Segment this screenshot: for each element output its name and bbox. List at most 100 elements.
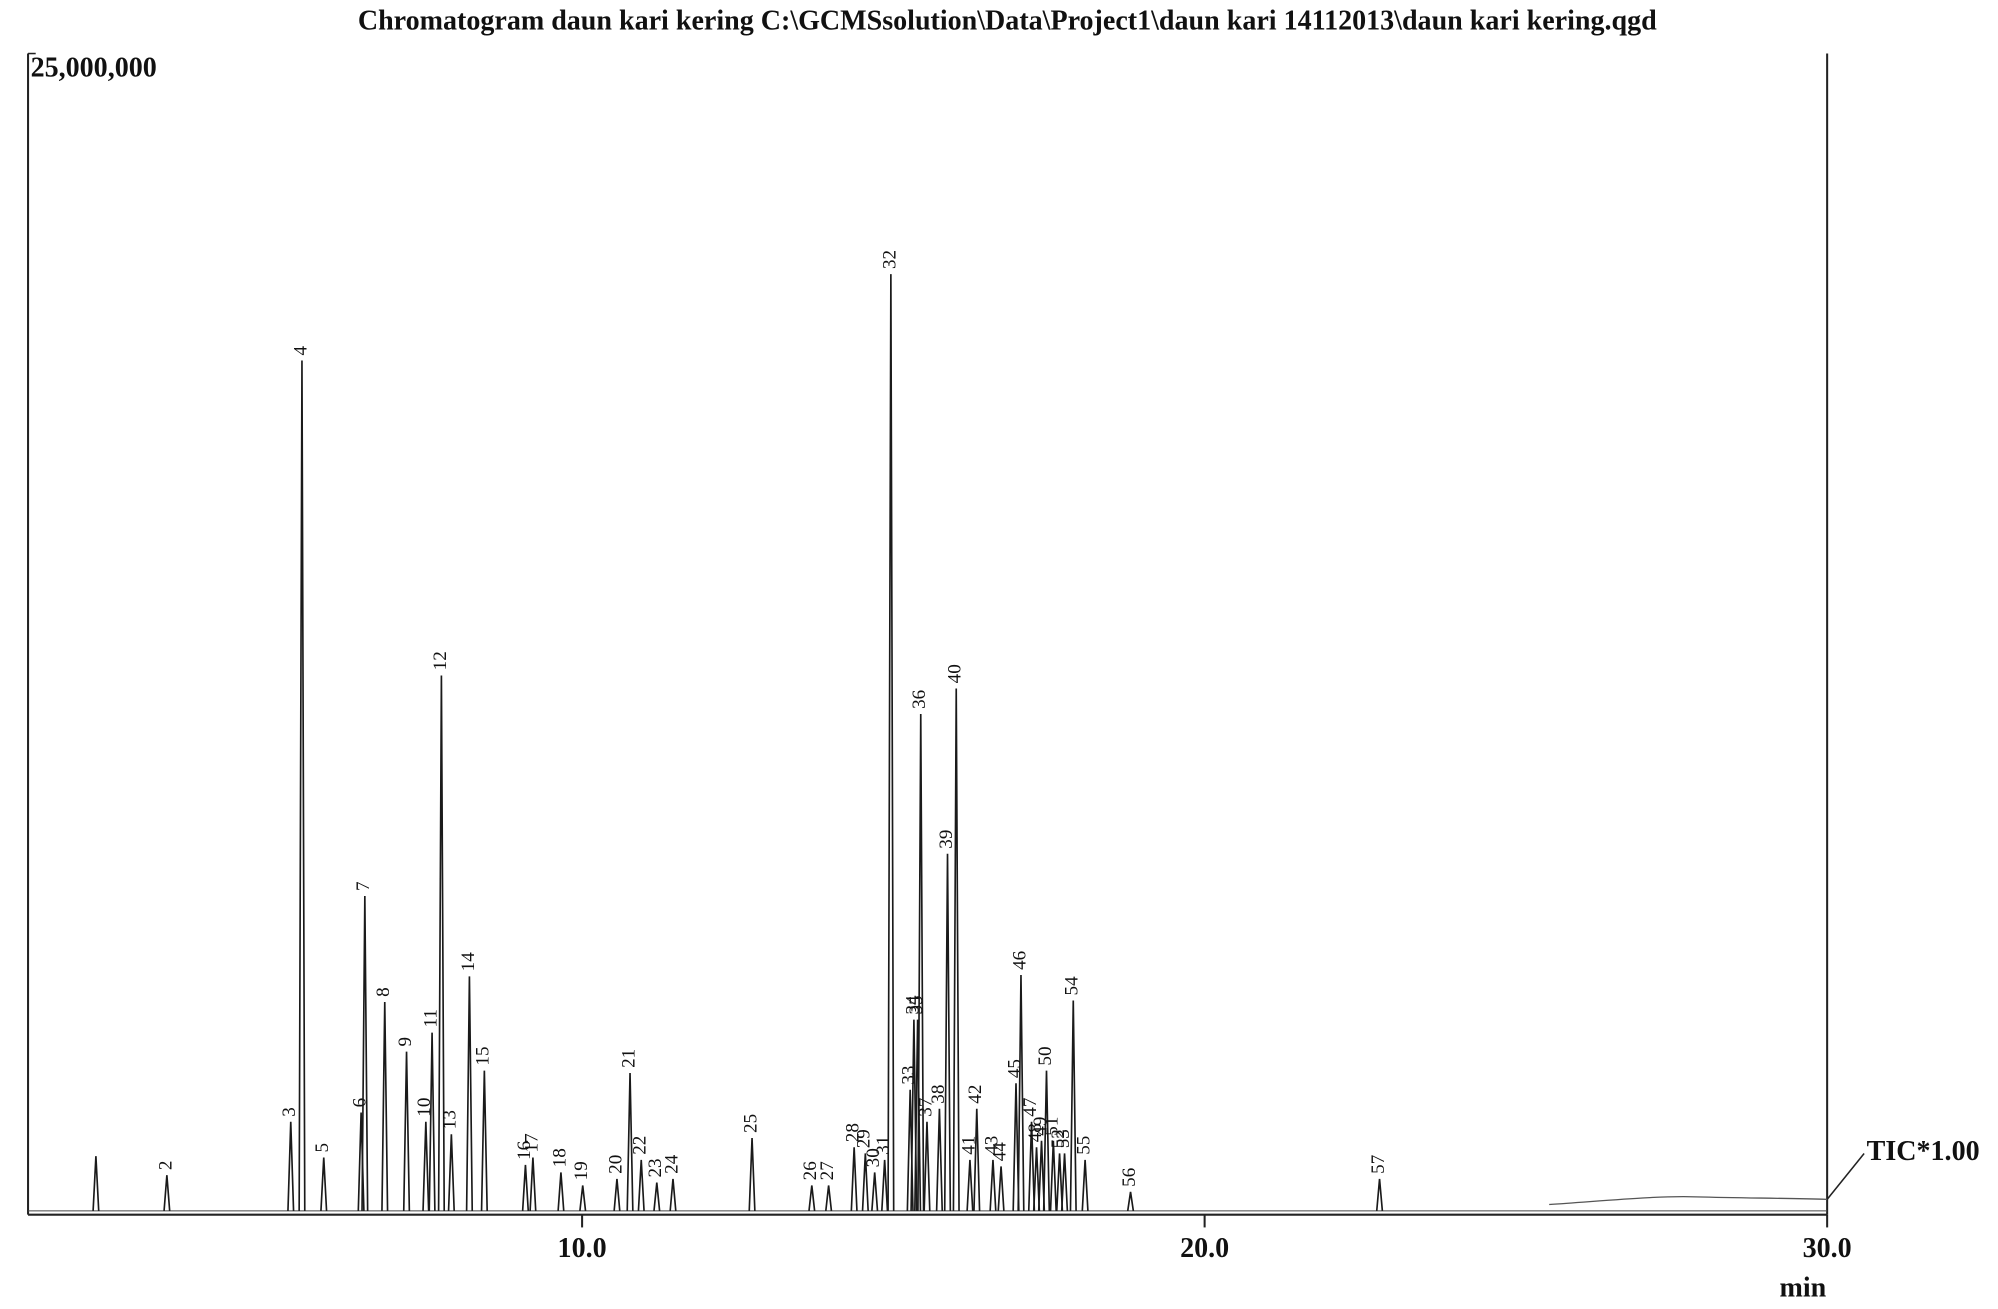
peak-label: 25 bbox=[740, 1114, 761, 1133]
peak-label: 2 bbox=[155, 1161, 176, 1171]
peak bbox=[320, 1157, 328, 1211]
peak bbox=[637, 1159, 645, 1211]
peak bbox=[521, 1164, 530, 1211]
peak-label: 41 bbox=[958, 1136, 979, 1155]
peak bbox=[287, 1121, 295, 1211]
peak-label: 13 bbox=[440, 1110, 461, 1129]
peak-label: 19 bbox=[571, 1161, 592, 1180]
peak-label: 3 bbox=[279, 1107, 300, 1117]
peak bbox=[917, 713, 925, 1211]
peak-label: 28 bbox=[843, 1123, 864, 1142]
peak-label: 54 bbox=[1062, 976, 1083, 996]
peak bbox=[1027, 1121, 1036, 1211]
peak bbox=[579, 1185, 587, 1211]
peak bbox=[989, 1159, 997, 1211]
peak bbox=[422, 1121, 430, 1211]
peak-label: 15 bbox=[473, 1046, 494, 1065]
peak-label: 51 bbox=[1042, 1117, 1063, 1136]
peak bbox=[437, 675, 446, 1211]
peak-label: 17 bbox=[521, 1133, 542, 1152]
peak-label: 30 bbox=[863, 1148, 884, 1167]
peak bbox=[887, 274, 895, 1211]
peak bbox=[952, 688, 960, 1211]
peak-label: 23 bbox=[645, 1158, 666, 1177]
peak bbox=[943, 853, 952, 1211]
peak bbox=[973, 1108, 981, 1211]
peak-label: 8 bbox=[373, 987, 394, 997]
peak-label: 9 bbox=[395, 1037, 416, 1047]
peak-label: 12 bbox=[430, 651, 451, 670]
peak bbox=[871, 1172, 879, 1211]
peak bbox=[1042, 1070, 1051, 1211]
peak bbox=[914, 1019, 922, 1211]
peak bbox=[361, 896, 369, 1211]
x-tick-label: 30.0 bbox=[1803, 1233, 1852, 1264]
peak-label: 52 bbox=[1048, 1129, 1069, 1148]
chart-title: Chromatogram daun kari kering C:\GCMSsol… bbox=[358, 5, 1657, 36]
peak bbox=[1049, 1140, 1057, 1211]
peak bbox=[465, 976, 474, 1211]
peak bbox=[861, 1153, 869, 1211]
peak bbox=[935, 1108, 944, 1211]
peak-label: 55 bbox=[1073, 1136, 1094, 1155]
peak-label: 11 bbox=[420, 1009, 441, 1027]
peak bbox=[653, 1182, 661, 1211]
peak bbox=[850, 1147, 858, 1211]
peak bbox=[881, 1159, 889, 1211]
x-tick-label: 10.0 bbox=[558, 1233, 607, 1264]
peak-label: 42 bbox=[965, 1085, 986, 1104]
peak-label: 27 bbox=[817, 1161, 838, 1180]
peak-label: 29 bbox=[854, 1129, 875, 1148]
peak bbox=[480, 1070, 488, 1211]
peak bbox=[1069, 1000, 1077, 1211]
peak-label: 21 bbox=[618, 1049, 639, 1068]
peak-label: 56 bbox=[1119, 1168, 1140, 1187]
annotation-leader bbox=[1826, 1153, 1865, 1200]
peak-label: 44 bbox=[989, 1142, 1010, 1162]
x-tick-label: 20.0 bbox=[1180, 1233, 1229, 1264]
peak-label: 31 bbox=[873, 1136, 894, 1155]
peak bbox=[1060, 1153, 1069, 1211]
peak bbox=[997, 1166, 1005, 1211]
peak-label: 40 bbox=[945, 664, 966, 683]
peak bbox=[298, 360, 306, 1211]
x-axis-label: min bbox=[1780, 1272, 1827, 1303]
y-tick-label: 25,000,000 bbox=[31, 53, 157, 84]
peak-label: 57 bbox=[1368, 1155, 1389, 1174]
peak-label: 16 bbox=[514, 1141, 535, 1160]
peak-label: 53 bbox=[1053, 1129, 1074, 1148]
peak bbox=[613, 1178, 621, 1211]
peak-label: 24 bbox=[661, 1154, 682, 1174]
peak bbox=[669, 1178, 677, 1211]
baseline-drift bbox=[1549, 1196, 1828, 1206]
peak-label: 37 bbox=[915, 1098, 936, 1117]
peak bbox=[428, 1032, 436, 1211]
peak-label: 6 bbox=[349, 1098, 370, 1108]
peak-label: 20 bbox=[605, 1155, 626, 1174]
peak-label: 5 bbox=[312, 1143, 333, 1153]
peak bbox=[529, 1157, 537, 1211]
peak-label: 18 bbox=[549, 1148, 570, 1167]
peak-label: 32 bbox=[879, 250, 900, 269]
peak bbox=[402, 1051, 411, 1211]
peak-label: 38 bbox=[928, 1085, 949, 1104]
peak bbox=[381, 1001, 389, 1211]
peak-label: 10 bbox=[414, 1098, 435, 1117]
peak-label: 4 bbox=[290, 345, 311, 355]
peak-label: 36 bbox=[909, 690, 930, 709]
peak-label: 35 bbox=[906, 995, 927, 1014]
peak bbox=[92, 1156, 100, 1211]
peak-label: 43 bbox=[981, 1136, 1002, 1155]
peak-label: 48 bbox=[1025, 1123, 1046, 1142]
peak-label: 47 bbox=[1020, 1098, 1041, 1117]
peak bbox=[923, 1121, 931, 1211]
peak bbox=[1017, 975, 1025, 1211]
peak bbox=[748, 1138, 756, 1211]
peak bbox=[808, 1185, 816, 1211]
peak-label: 46 bbox=[1009, 951, 1030, 970]
peak bbox=[1375, 1178, 1384, 1211]
peak-label: 26 bbox=[800, 1161, 821, 1180]
